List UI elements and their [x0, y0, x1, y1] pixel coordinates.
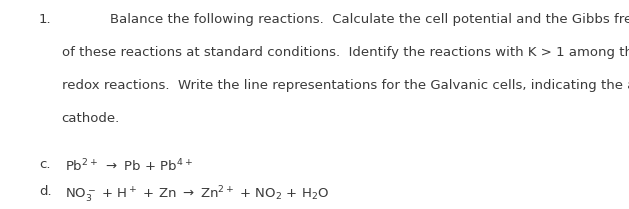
Text: of these reactions at standard conditions.  Identify the reactions with K > 1 am: of these reactions at standard condition…: [62, 46, 629, 59]
Text: Balance the following reactions.  Calculate the cell potential and the Gibbs fre: Balance the following reactions. Calcula…: [110, 13, 629, 26]
Text: redox reactions.  Write the line representations for the Galvanic cells, indicat: redox reactions. Write the line represen…: [62, 79, 629, 92]
Text: NO$_3^-$ + H$^+$ + Zn $\rightarrow$ Zn$^{2+}$ + NO$_2$ + H$_2$O: NO$_3^-$ + H$^+$ + Zn $\rightarrow$ Zn$^…: [65, 185, 329, 205]
Text: d.: d.: [39, 185, 52, 198]
Text: Pb$^{2+}$ $\rightarrow$ Pb + Pb$^{4+}$: Pb$^{2+}$ $\rightarrow$ Pb + Pb$^{4+}$: [65, 158, 192, 174]
Text: 1.: 1.: [39, 13, 52, 26]
Text: cathode.: cathode.: [62, 112, 120, 125]
Text: c.: c.: [39, 158, 50, 171]
